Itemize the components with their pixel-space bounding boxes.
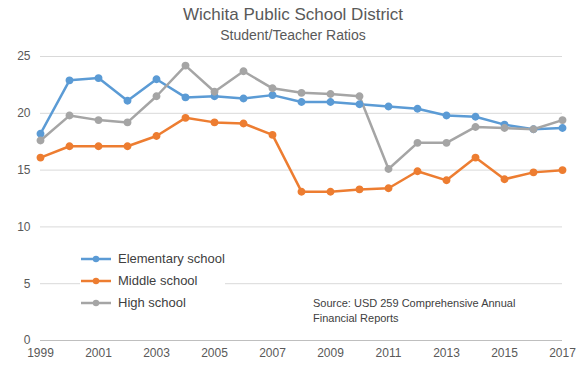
svg-text:2009: 2009 [317,346,344,360]
svg-text:2011: 2011 [376,346,402,360]
html-text:Middle school: Middle school [118,273,198,288]
svg-text:2001: 2001 [85,346,112,360]
svg-text:2013: 2013 [433,346,460,360]
svg-text:15: 15 [17,163,31,177]
svg-text:10: 10 [17,220,31,234]
svg-text:2015: 2015 [491,346,518,360]
svg-text:2003: 2003 [143,346,170,360]
html-text:Wichita Public School District: Wichita Public School District [182,5,404,24]
svg-text:5: 5 [24,277,31,291]
svg-text:25: 25 [17,49,31,63]
html-text:Elementary school: Elementary school [118,251,225,266]
svg-text:2007: 2007 [259,346,286,360]
svg-text:0: 0 [23,333,31,348]
html-text:Student/Teacher Ratios: Student/Teacher Ratios [220,27,366,43]
svg-text:1999: 1999 [27,346,54,360]
html-text:Source: USD 259 Comprehensive: Source: USD 259 Comprehensive Annual Fin… [313,297,516,324]
svg-text:2017: 2017 [549,346,576,360]
html-text:High school: High school [118,295,186,310]
svg-text:2005: 2005 [201,346,228,360]
svg-text:20: 20 [17,106,31,120]
